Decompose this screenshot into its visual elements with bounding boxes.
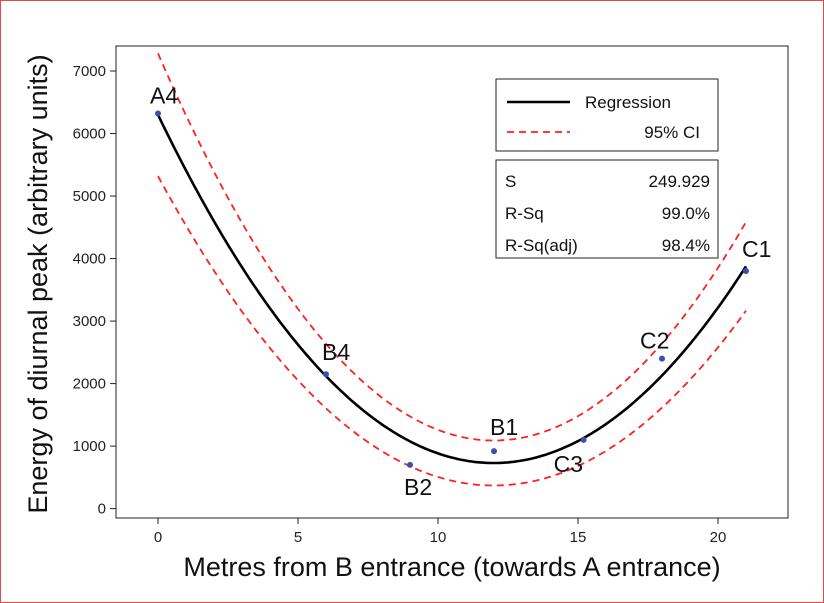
- regression-line: [156, 114, 748, 465]
- y-tick-label: 0: [98, 501, 106, 518]
- regression-curve: [156, 114, 748, 465]
- legend-box: [495, 78, 719, 152]
- legend-regression-label: Regression: [585, 93, 671, 112]
- y-tick-label: 2000: [73, 376, 106, 393]
- ci-upper-line: [157, 53, 747, 442]
- legend: Regression 95% CI: [495, 78, 719, 152]
- ci-lower-line: [157, 175, 747, 487]
- y-tick-label: 5000: [73, 188, 106, 205]
- stat-value-s: 249.929: [649, 172, 710, 191]
- data-point-c1: [743, 268, 749, 275]
- x-tick-label: 5: [294, 529, 302, 546]
- data-point-b1: [491, 448, 497, 455]
- stats-box: [495, 159, 719, 259]
- point-label-c1: C1: [742, 236, 771, 262]
- y-axis-title: Energy of diurnal peak (arbitrary units): [23, 54, 53, 513]
- stats-table: S 249.929 R-Sq 99.0% R-Sq(adj) 98.4%: [495, 159, 719, 259]
- plot-area-border: [115, 45, 789, 519]
- point-label-c2: C2: [640, 328, 669, 354]
- point-label-b4: B4: [322, 339, 350, 365]
- y-tick-label: 3000: [73, 313, 106, 330]
- y-tick-label: 6000: [73, 126, 106, 143]
- point-label-a4: A4: [150, 83, 178, 109]
- point-label-c3: C3: [554, 451, 583, 477]
- legend-ci-label: 95% CI: [644, 123, 700, 142]
- point-label-b1: B1: [490, 414, 518, 440]
- data-point-b2: [407, 461, 413, 468]
- data-points: A4 B4 B2 B1 C3 C2 C1: [150, 83, 771, 500]
- y-tick-label: 4000: [73, 251, 106, 268]
- x-tick-label: 10: [430, 529, 447, 546]
- data-point-b4: [323, 371, 329, 378]
- data-point-c2: [659, 355, 665, 362]
- stat-value-rsq-adj: 98.4%: [662, 236, 710, 255]
- x-tick-label: 15: [570, 529, 587, 546]
- x-tick-label: 20: [710, 529, 727, 546]
- stat-value-rsq: 99.0%: [662, 204, 710, 223]
- ci-bands: [157, 53, 747, 487]
- data-point-c3: [580, 436, 587, 443]
- data-point-a4: [155, 110, 161, 117]
- stat-name-s: S: [505, 172, 516, 191]
- axis-ticks: 0 5 10 15 20 0 1000 2000 3000 4000 5000 6000 7000: [73, 63, 727, 546]
- stat-name-rsq-adj: R-Sq(adj): [505, 236, 578, 255]
- point-label-b2: B2: [404, 474, 432, 500]
- y-tick-label: 7000: [73, 63, 106, 80]
- stat-name-rsq: R-Sq: [505, 204, 544, 223]
- y-tick-label: 1000: [73, 438, 106, 455]
- x-tick-label: 0: [154, 529, 162, 546]
- x-axis-title: Metres from B entrance (towards A entran…: [183, 552, 720, 582]
